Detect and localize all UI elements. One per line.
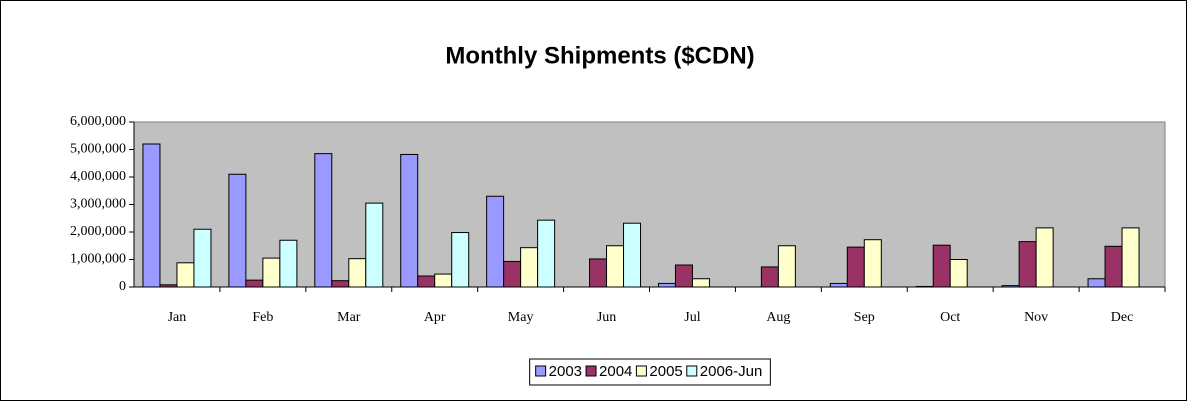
bar: [417, 275, 436, 288]
y-tick-label: 2,000,000: [70, 224, 126, 239]
x-tick-label: Mar: [337, 310, 361, 325]
bar: [228, 173, 247, 288]
y-tick-label: 3,000,000: [70, 197, 126, 212]
bar: [348, 258, 367, 288]
x-tick-label: Sep: [854, 310, 875, 325]
bar: [451, 232, 470, 288]
legend-label: 2005: [649, 363, 682, 380]
bar: [193, 228, 212, 288]
bar: [176, 262, 195, 288]
x-tick-label: Jul: [684, 310, 700, 325]
bar: [623, 222, 642, 288]
bar: [520, 247, 539, 288]
bar: [1121, 227, 1140, 288]
bar: [434, 273, 453, 288]
x-tick-label: Feb: [252, 310, 273, 325]
legend-swatch: [686, 365, 698, 377]
bar: [1001, 285, 1020, 288]
bar: [159, 284, 178, 288]
bar: [142, 143, 161, 288]
legend-swatch: [585, 365, 597, 377]
bar: [1018, 241, 1037, 288]
bar: [949, 259, 968, 288]
bar: [1087, 278, 1106, 288]
bar: [262, 257, 281, 288]
y-tick-label: 4,000,000: [70, 169, 126, 184]
x-tick-label: Jan: [168, 310, 187, 325]
chart-title: Monthly Shipments ($CDN): [445, 42, 754, 69]
y-tick-label: 1,000,000: [70, 252, 126, 267]
legend-swatch: [635, 365, 647, 377]
bar: [777, 245, 796, 288]
bar: [279, 239, 298, 288]
legend-swatch: [535, 365, 547, 377]
bar: [331, 280, 350, 288]
x-tick-label: May: [508, 310, 534, 325]
bar: [932, 244, 951, 288]
x-tick-label: Apr: [424, 310, 446, 325]
legend-label: 2003: [549, 363, 582, 380]
bar: [674, 264, 693, 288]
bar: [537, 219, 556, 288]
legend: [529, 358, 771, 386]
bar: [1104, 245, 1123, 288]
bar: [657, 282, 676, 288]
bar: [486, 195, 505, 288]
bar: [691, 278, 710, 288]
x-tick-label: Jun: [597, 310, 616, 325]
bar: [365, 202, 384, 288]
bar: [760, 266, 779, 288]
legend-label: 2006-Jun: [700, 363, 763, 380]
legend-label: 2004: [599, 363, 632, 380]
bar: [400, 153, 419, 288]
bar: [314, 153, 333, 288]
bar: [863, 239, 882, 288]
bar: [503, 260, 522, 288]
bar: [846, 246, 865, 288]
y-tick-label: 5,000,000: [70, 142, 126, 157]
bar: [1035, 227, 1054, 288]
y-tick-label: 6,000,000: [70, 114, 126, 129]
bar: [606, 245, 625, 288]
bar: [915, 285, 934, 288]
bar: [829, 282, 848, 288]
x-tick-label: Nov: [1024, 310, 1048, 325]
bar: [589, 258, 608, 288]
x-tick-label: Dec: [1111, 310, 1134, 325]
plot-area: [133, 121, 1166, 288]
x-tick-label: Aug: [766, 310, 790, 325]
x-tick-label: Oct: [940, 310, 960, 325]
bar: [245, 279, 264, 288]
y-tick-label: 0: [119, 279, 126, 294]
